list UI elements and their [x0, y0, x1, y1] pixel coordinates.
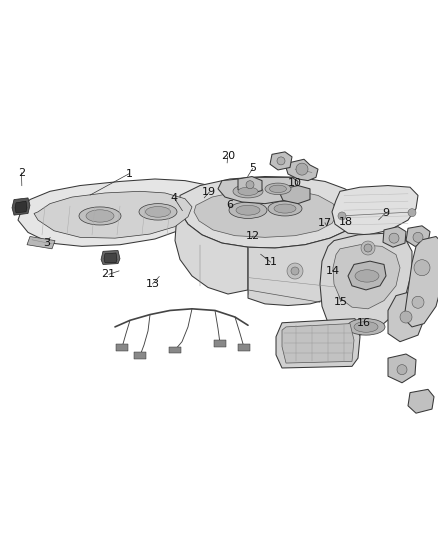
- Polygon shape: [280, 185, 310, 204]
- Text: 10: 10: [287, 178, 301, 188]
- Text: 16: 16: [357, 318, 371, 328]
- Ellipse shape: [229, 202, 267, 219]
- Polygon shape: [134, 352, 146, 359]
- Text: 1: 1: [126, 168, 133, 179]
- Text: 2: 2: [18, 168, 25, 178]
- Polygon shape: [333, 245, 400, 309]
- Ellipse shape: [269, 185, 286, 192]
- Ellipse shape: [347, 319, 385, 335]
- Polygon shape: [180, 176, 362, 248]
- Polygon shape: [332, 185, 418, 235]
- Text: 19: 19: [202, 187, 216, 197]
- Text: 13: 13: [145, 279, 159, 289]
- Polygon shape: [34, 191, 192, 238]
- Polygon shape: [320, 233, 412, 335]
- Circle shape: [287, 263, 303, 279]
- Ellipse shape: [274, 204, 296, 213]
- Polygon shape: [408, 389, 434, 413]
- Polygon shape: [238, 176, 262, 194]
- Polygon shape: [116, 344, 128, 351]
- Circle shape: [364, 244, 372, 252]
- Circle shape: [246, 181, 254, 189]
- Polygon shape: [101, 251, 120, 264]
- Polygon shape: [214, 340, 226, 346]
- Circle shape: [338, 212, 346, 220]
- Circle shape: [397, 365, 407, 375]
- Polygon shape: [18, 179, 218, 246]
- Circle shape: [408, 209, 416, 217]
- Polygon shape: [388, 290, 426, 342]
- Text: 17: 17: [318, 217, 332, 228]
- Circle shape: [412, 296, 424, 308]
- Text: 4: 4: [171, 193, 178, 203]
- Polygon shape: [404, 237, 438, 327]
- Text: 18: 18: [339, 217, 353, 227]
- Polygon shape: [286, 159, 318, 181]
- Polygon shape: [383, 227, 406, 247]
- Polygon shape: [406, 226, 430, 246]
- Circle shape: [291, 267, 299, 275]
- Ellipse shape: [139, 204, 177, 220]
- Polygon shape: [238, 344, 250, 351]
- Text: 3: 3: [43, 238, 50, 248]
- Polygon shape: [27, 237, 55, 249]
- Polygon shape: [276, 319, 360, 368]
- Polygon shape: [248, 220, 368, 305]
- Circle shape: [389, 233, 399, 243]
- Ellipse shape: [355, 270, 379, 282]
- Text: 20: 20: [221, 151, 235, 161]
- Polygon shape: [218, 177, 298, 204]
- Circle shape: [414, 260, 430, 276]
- Polygon shape: [388, 354, 416, 383]
- Ellipse shape: [145, 206, 170, 217]
- Ellipse shape: [233, 185, 263, 198]
- Text: 11: 11: [264, 257, 278, 267]
- Circle shape: [361, 241, 375, 255]
- Text: 14: 14: [326, 266, 340, 276]
- Ellipse shape: [265, 183, 291, 195]
- Polygon shape: [104, 253, 117, 263]
- Text: 6: 6: [226, 200, 233, 210]
- Circle shape: [296, 163, 308, 175]
- Text: 21: 21: [102, 269, 116, 279]
- Polygon shape: [175, 212, 248, 294]
- Circle shape: [277, 157, 285, 165]
- Ellipse shape: [236, 205, 260, 215]
- Ellipse shape: [238, 187, 258, 196]
- Polygon shape: [194, 190, 338, 237]
- Ellipse shape: [86, 210, 114, 222]
- Polygon shape: [282, 324, 354, 363]
- Polygon shape: [169, 346, 181, 353]
- Circle shape: [400, 311, 412, 323]
- Circle shape: [413, 232, 423, 243]
- Text: 9: 9: [382, 208, 389, 218]
- Text: 5: 5: [249, 164, 256, 173]
- Ellipse shape: [354, 321, 378, 332]
- Polygon shape: [12, 198, 30, 215]
- Ellipse shape: [79, 207, 121, 225]
- Text: 15: 15: [334, 296, 348, 306]
- Polygon shape: [15, 201, 27, 213]
- Ellipse shape: [268, 201, 302, 216]
- Polygon shape: [348, 261, 386, 290]
- Text: 12: 12: [246, 231, 260, 241]
- Polygon shape: [270, 152, 292, 170]
